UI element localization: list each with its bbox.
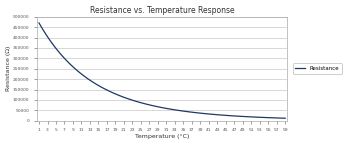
Resistance — [94, 83, 98, 85]
Line: Resistance: Resistance — [39, 23, 285, 118]
Resistance — [266, 117, 270, 118]
Resistance — [37, 22, 41, 24]
Resistance — [84, 76, 88, 78]
Resistance — [88, 79, 92, 81]
Title: Resistance vs. Temperature Response: Resistance vs. Temperature Response — [90, 6, 235, 14]
X-axis label: Temperature (°C): Temperature (°C) — [135, 134, 189, 139]
Resistance — [283, 117, 287, 119]
Legend: Resistance: Resistance — [293, 64, 342, 74]
Resistance — [147, 104, 151, 106]
Resistance — [103, 88, 107, 90]
Y-axis label: Resistance (Ω): Resistance (Ω) — [6, 46, 10, 91]
